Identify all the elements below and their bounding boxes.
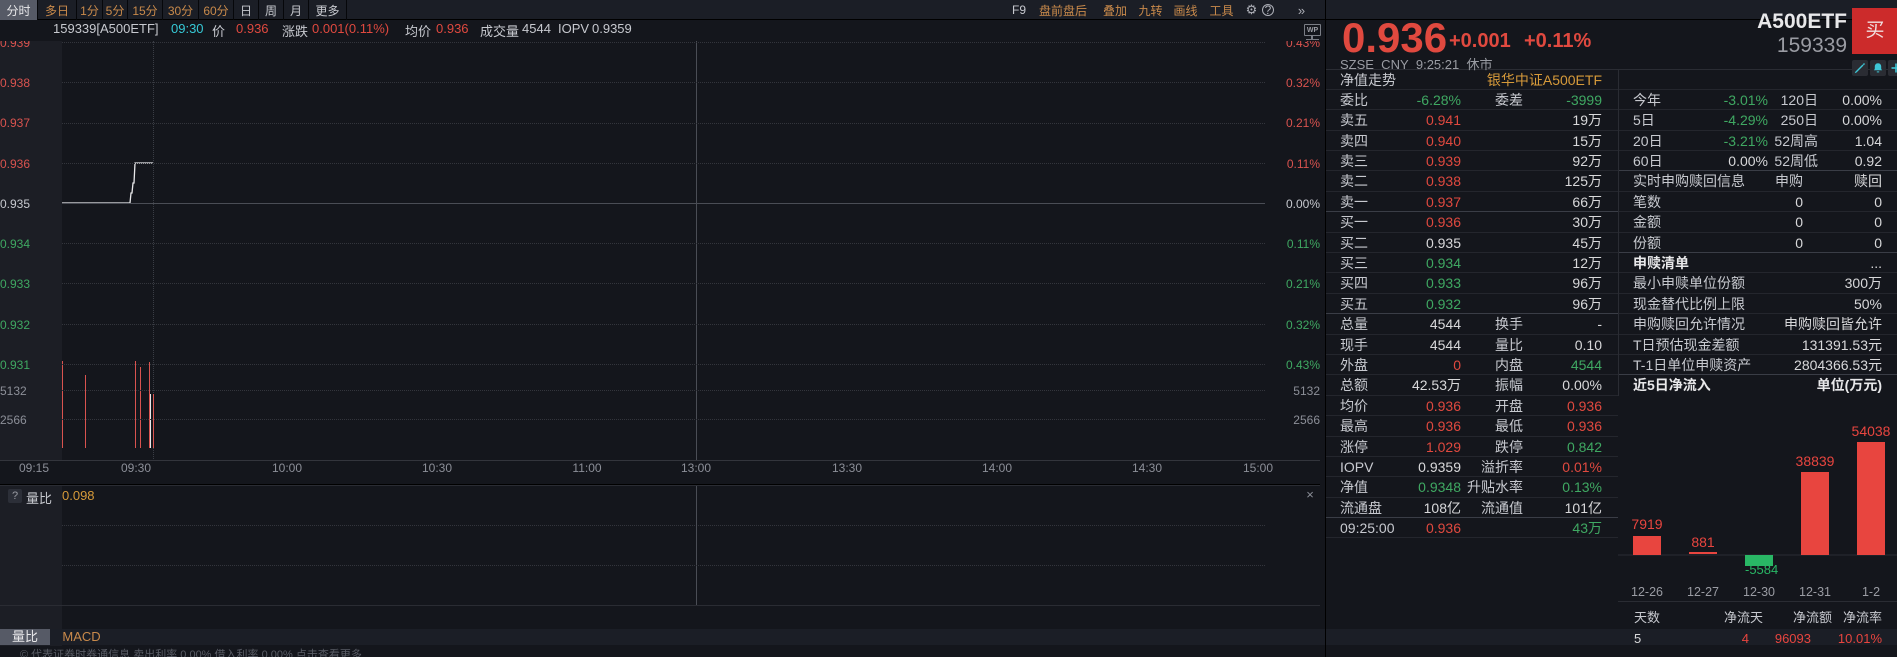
svg-text:881: 881	[1691, 534, 1715, 550]
svg-text:7919: 7919	[1631, 516, 1662, 532]
svg-text:54038: 54038	[1852, 423, 1891, 439]
svg-text:38839: 38839	[1796, 453, 1835, 469]
